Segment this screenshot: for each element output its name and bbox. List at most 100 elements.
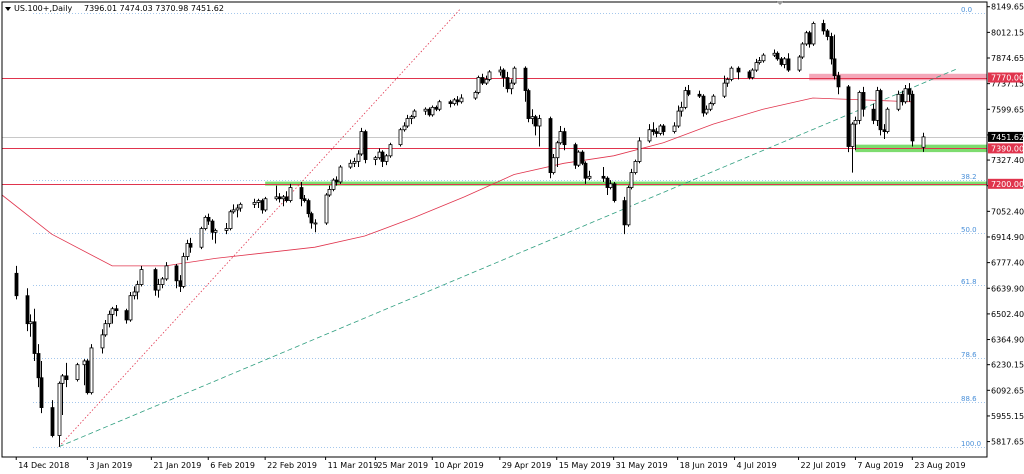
candle-body-down xyxy=(583,162,588,179)
candle-body-down xyxy=(612,183,617,201)
candle-body-down xyxy=(501,69,506,78)
price-tag xyxy=(988,131,1023,142)
candle-body-up xyxy=(704,108,709,114)
price-tick-label: 5955.15 xyxy=(991,412,1024,421)
candle-body-down xyxy=(907,88,912,95)
candle-body-down xyxy=(299,187,304,200)
resistance-zone xyxy=(809,73,987,81)
time-tick-label: 7 Aug 2019 xyxy=(857,461,903,470)
candle-body-up xyxy=(313,222,318,225)
collapse-arrow-icon[interactable] xyxy=(5,7,11,11)
candle-body-down xyxy=(871,108,876,121)
candle-body-up xyxy=(772,52,777,56)
price-tick-label: 5817.65 xyxy=(991,438,1024,447)
time-axis[interactable]: 14 Dec 2018 3 Jan 2019 21 Jan 2019 6 Feb 20… xyxy=(15,457,966,470)
candle-body-down xyxy=(306,200,311,215)
candle-body-up xyxy=(423,108,428,112)
candle-body-down xyxy=(786,58,791,71)
candle-body-up xyxy=(288,187,293,201)
time-tick-label: 31 May 2019 xyxy=(616,461,668,470)
candle-body-down xyxy=(505,77,510,90)
candle-body-up xyxy=(274,196,279,200)
candle-body-down xyxy=(882,129,887,133)
candle-body-up xyxy=(725,78,730,84)
candle-body-up xyxy=(537,118,542,127)
candle-body-up xyxy=(683,90,688,108)
candle-body-down xyxy=(523,67,528,91)
candle-body-up xyxy=(498,69,503,73)
candle-body-up xyxy=(903,88,908,103)
price-tick-label: 6639.90 xyxy=(991,284,1024,293)
price-tick-label: 6092.65 xyxy=(991,386,1024,395)
support-zone xyxy=(265,181,987,186)
candle-body-up xyxy=(252,202,257,205)
candle-body-up xyxy=(156,284,161,291)
candle-body-down xyxy=(309,213,314,224)
candle-body-down xyxy=(39,377,44,408)
candle-body-down xyxy=(153,269,158,291)
candle-body-down xyxy=(910,93,915,142)
price-tag xyxy=(988,143,1023,154)
scroll-marker-icon[interactable] xyxy=(776,1,784,5)
candle-body-up xyxy=(373,157,378,160)
candle-body-up xyxy=(509,82,514,90)
candle-body-down xyxy=(380,151,385,162)
candle-body-down xyxy=(64,375,69,381)
candle-body-up xyxy=(857,92,862,121)
candle-body-up xyxy=(512,67,517,84)
price-tick-label: 6502.40 xyxy=(991,310,1024,319)
candle-body-down xyxy=(605,177,610,188)
candle-body-up xyxy=(679,106,684,112)
candle-body-up xyxy=(160,278,165,285)
candle-body-down xyxy=(697,93,702,97)
candle-body-down xyxy=(277,196,282,200)
candle-body-up xyxy=(608,183,613,188)
candle-body-up xyxy=(199,228,204,248)
candle-body-down xyxy=(601,175,606,179)
candle-body-down xyxy=(775,52,780,60)
time-tick-label: 22 Jul 2019 xyxy=(801,461,846,470)
trendlines-layer xyxy=(58,8,959,448)
candle-body-up xyxy=(132,291,137,297)
time-tick-label: 25 Mar 2019 xyxy=(377,461,428,470)
candle-body-up xyxy=(405,118,410,127)
time-tick-label: 6 Feb 2019 xyxy=(210,461,255,470)
price-tag-label: 7200.00 xyxy=(991,180,1024,189)
candle-body-down xyxy=(363,131,368,160)
price-tick-label: 8149.65 xyxy=(991,3,1024,12)
symbol-label: US.100+,Daily xyxy=(14,4,73,13)
time-tick-label: 14 Dec 2018 xyxy=(18,461,69,470)
candle-body-up xyxy=(135,284,140,293)
candle-body-down xyxy=(260,200,265,211)
candle-body-up xyxy=(476,77,481,93)
trendline xyxy=(58,8,462,448)
candle-body-down xyxy=(334,179,339,183)
candle-body-down xyxy=(32,321,37,354)
candle-body-up xyxy=(587,175,592,179)
candle-body-up xyxy=(800,43,805,58)
candle-body-down xyxy=(114,308,119,312)
candle-body-up xyxy=(530,116,535,119)
candle-body-up xyxy=(57,382,62,436)
candle-body-up xyxy=(711,95,716,105)
price-tick-label: 7599.65 xyxy=(991,105,1024,114)
candle-body-down xyxy=(548,118,553,174)
candle-body-up xyxy=(811,23,816,45)
candle-body-up xyxy=(110,308,115,315)
candle-body-up xyxy=(398,129,403,146)
price-tag-label: 7451.62 xyxy=(991,133,1024,142)
candle-body-up xyxy=(348,162,353,168)
candle-body-up xyxy=(256,200,261,203)
candle-body-down xyxy=(188,243,193,248)
candle-body-down xyxy=(206,216,211,222)
fib-level-label: 38.2 xyxy=(961,173,977,181)
candle-body-up xyxy=(430,106,435,116)
fib-level-label: 78.6 xyxy=(961,351,977,359)
candle-body-up xyxy=(473,92,478,99)
candle-body-down xyxy=(480,77,485,84)
candle-body-up xyxy=(484,78,489,84)
fib-level-label: 0.0 xyxy=(961,6,972,14)
candle-body-down xyxy=(533,116,538,127)
time-tick-label: 11 Mar 2019 xyxy=(328,461,379,470)
